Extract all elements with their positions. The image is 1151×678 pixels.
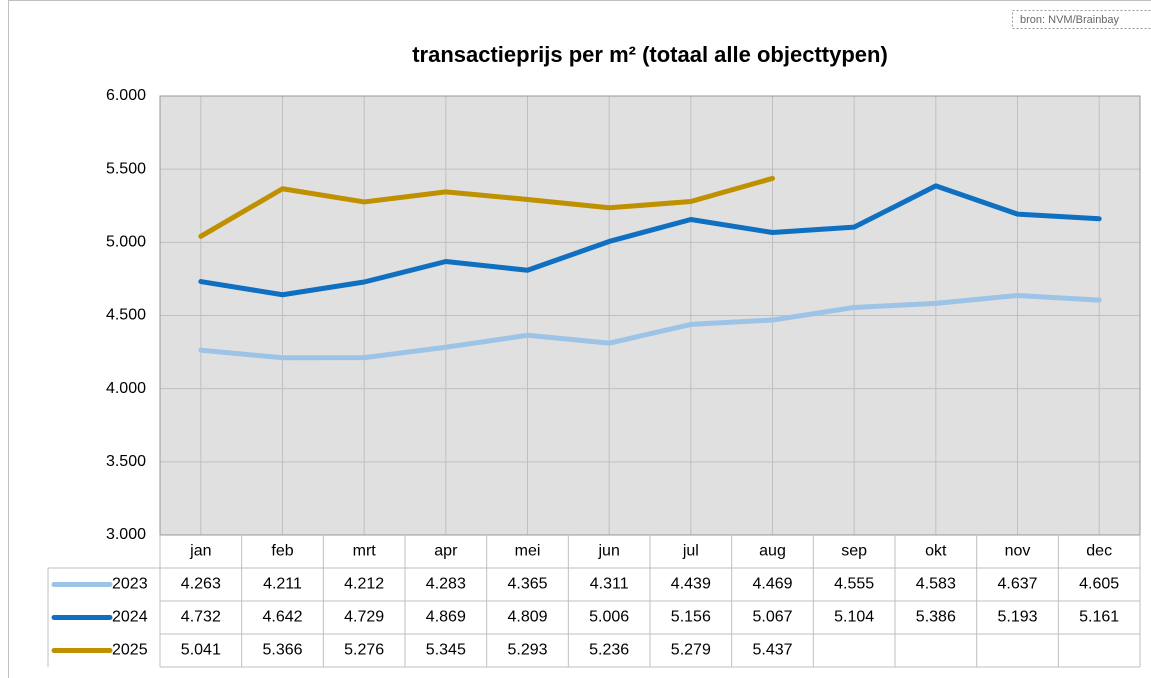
table-value: 4.732 xyxy=(181,609,221,626)
table-value: 4.637 xyxy=(997,576,1037,593)
y-tick-label: 4.000 xyxy=(106,380,146,397)
table-value: 5.366 xyxy=(262,642,302,659)
y-tick-label: 3.000 xyxy=(106,526,146,543)
table-value: 5.193 xyxy=(997,609,1037,626)
y-tick-label: 4.500 xyxy=(106,307,146,324)
table-value: 5.293 xyxy=(507,642,547,659)
table-value: 4.642 xyxy=(262,609,302,626)
table-value: 5.345 xyxy=(426,642,466,659)
chart-title: transactieprijs per m² (totaal alle obje… xyxy=(412,42,888,67)
x-tick-label: mrt xyxy=(353,543,377,560)
x-tick-label: jun xyxy=(597,543,619,560)
table-value: 5.104 xyxy=(834,609,874,626)
x-tick-label: jan xyxy=(189,543,211,560)
table-value: 5.437 xyxy=(752,642,792,659)
source-box xyxy=(1012,10,1151,29)
table-value: 5.161 xyxy=(1079,609,1119,626)
table-value: 4.605 xyxy=(1079,576,1119,593)
table-value: 5.386 xyxy=(916,609,956,626)
table-value: 5.156 xyxy=(671,609,711,626)
table-value: 4.365 xyxy=(507,576,547,593)
y-tick-label: 6.000 xyxy=(106,87,146,104)
table-value: 4.211 xyxy=(263,576,302,593)
series-line xyxy=(198,183,1102,298)
table-value: 5.236 xyxy=(589,642,629,659)
x-tick-label: aug xyxy=(759,543,786,560)
table-value: 5.276 xyxy=(344,642,384,659)
table-value: 4.439 xyxy=(671,576,711,593)
table-value: 4.583 xyxy=(916,576,956,593)
x-tick-label: mei xyxy=(515,543,541,560)
x-tick-label: sep xyxy=(841,543,867,560)
table-value: 4.283 xyxy=(426,576,466,593)
x-tick-label: nov xyxy=(1005,543,1031,560)
x-tick-label: dec xyxy=(1086,543,1112,560)
legend-label: 2025 xyxy=(112,642,148,659)
table-value: 5.041 xyxy=(181,642,221,659)
x-tick-label: feb xyxy=(271,543,293,560)
table-value: 4.469 xyxy=(752,576,792,593)
legend-label: 2024 xyxy=(112,609,148,626)
y-tick-label: 5.500 xyxy=(106,160,146,177)
x-tick-label: apr xyxy=(434,543,458,560)
table-value: 5.279 xyxy=(671,642,711,659)
table-value: 5.006 xyxy=(589,609,629,626)
table-value: 5.067 xyxy=(752,609,792,626)
source: bron: NVM/Brainbay xyxy=(1020,14,1120,26)
table-value: 4.311 xyxy=(590,576,629,593)
table-value: 4.809 xyxy=(507,609,547,626)
y-tick-label: 5.000 xyxy=(106,234,146,251)
table-value: 4.555 xyxy=(834,576,874,593)
x-tick-label: okt xyxy=(925,543,947,560)
table-value: 4.869 xyxy=(426,609,466,626)
table-value: 4.212 xyxy=(344,576,384,593)
table-value: 4.729 xyxy=(344,609,384,626)
legend-label: 2023 xyxy=(112,576,148,593)
x-tick-label: jul xyxy=(682,543,699,560)
series-line xyxy=(198,292,1102,361)
table-value: 4.263 xyxy=(181,576,221,593)
series-line xyxy=(198,175,775,239)
y-tick-label: 3.500 xyxy=(106,453,146,470)
